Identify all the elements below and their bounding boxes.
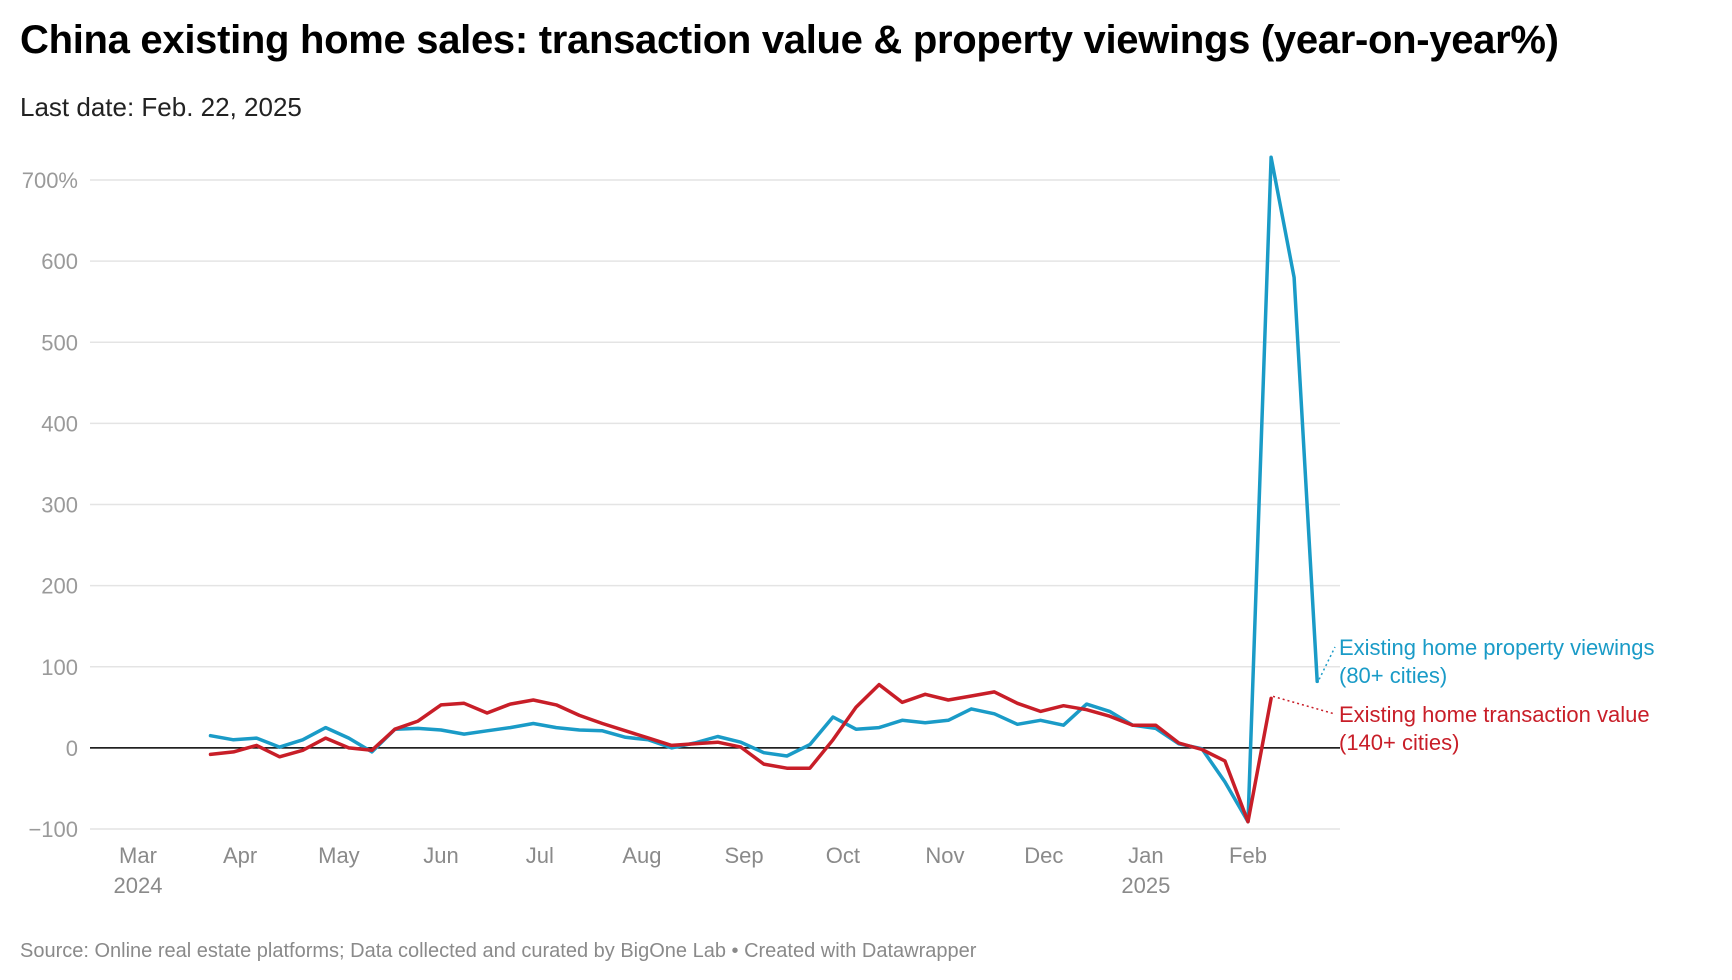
x-tick-label: Sep [724,843,763,868]
viewings-series-line [208,155,1319,824]
x-tick-label: Jun [423,843,458,868]
x-tick-label: Jan [1128,843,1163,868]
x-tick-label: Apr [223,843,257,868]
y-tick-label: 100 [41,655,78,680]
chart-subtitle: Last date: Feb. 22, 2025 [20,92,302,122]
x-tick-label: Mar [119,843,157,868]
chart-title: China existing home sales: transaction v… [20,18,1559,62]
x-tick-year-label: 2024 [114,873,163,898]
x-tick-label: Dec [1024,843,1063,868]
y-tick-label: 500 [41,330,78,355]
source-note: Source: Online real estate platforms; Da… [20,940,977,962]
x-tick-label: Feb [1229,843,1267,868]
y-tick-label: 600 [41,249,78,274]
y-tick-label: 300 [41,493,78,518]
x-tick-label: Jul [526,843,554,868]
x-tick-label: May [318,843,360,868]
leader-line [1318,646,1336,680]
transaction-series-label: Existing home transaction value [1339,702,1650,727]
transaction-series-line [208,682,1273,824]
transaction-series-label-sub: (140+ cities) [1339,730,1459,755]
x-tick-label: Nov [925,843,964,868]
leader-line [1272,695,1336,715]
x-tick-label: Oct [826,843,860,868]
viewings-series-label: Existing home property viewings [1339,635,1654,660]
viewings-series-label-sub: (80+ cities) [1339,663,1447,688]
y-tick-label: 200 [41,574,78,599]
x-tick-label: Aug [622,843,661,868]
y-tick-label: −100 [28,817,78,842]
y-tick-label: 400 [41,411,78,436]
x-tick-year-label: 2025 [1121,873,1170,898]
y-tick-label: 0 [66,736,78,761]
y-tick-label: 700% [22,168,78,193]
